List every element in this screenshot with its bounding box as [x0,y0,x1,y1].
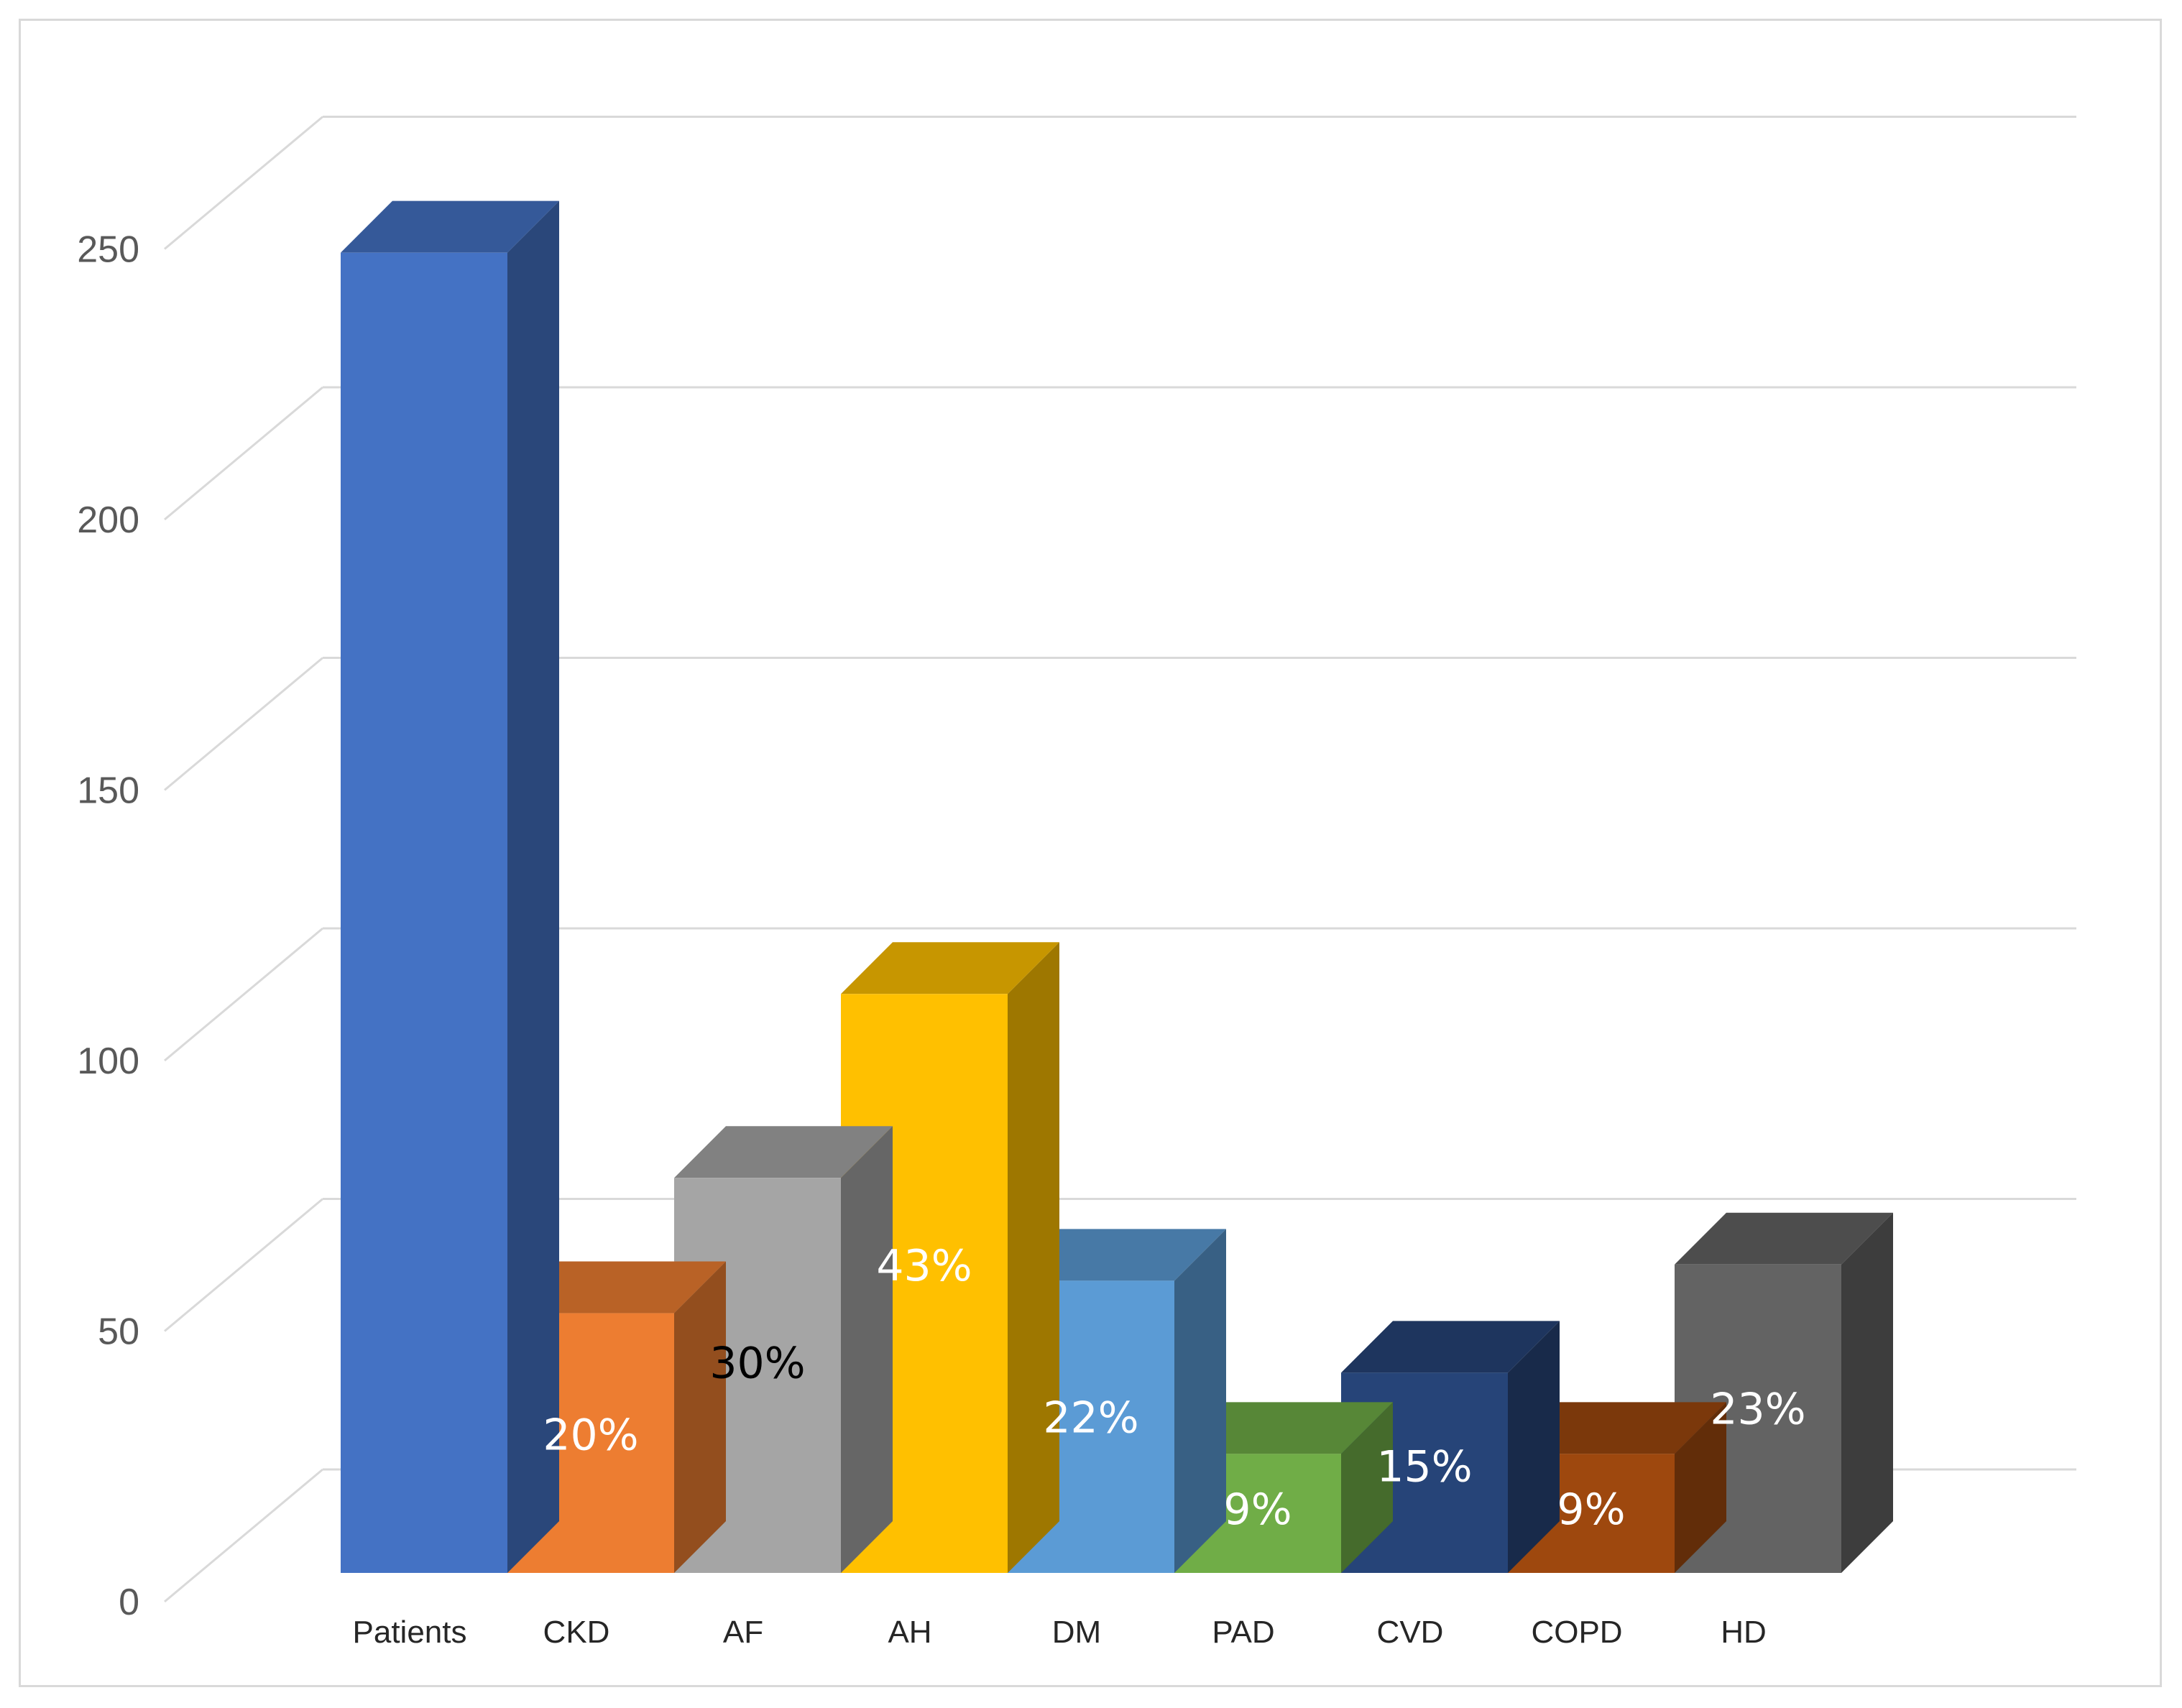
data-label: 22% [1043,1393,1138,1443]
bar-top-face [1341,1321,1560,1373]
bar-top-face [507,1261,726,1314]
bar-top-face [1008,1229,1226,1281]
bar-top-face [841,942,1059,994]
category-label: AF [723,1615,763,1650]
gridline-diagonal [164,1468,323,1603]
bar-side-face [841,1126,893,1573]
gridline-diagonal [164,1198,323,1332]
category-label: AH [888,1615,931,1650]
bar-side-face [1174,1229,1226,1573]
y-tick-label: 250 [77,229,139,271]
bar-front-face [341,252,507,1574]
category-axis: 20% 30% 43% 22% 9% 15% 9% 23% Patients CKD AF AH DM P… [353,1241,1806,1650]
bar-patients [341,200,559,1574]
bar-side-face [674,1261,726,1573]
bar-top-face [1508,1402,1726,1454]
bar-top-face [341,200,559,253]
data-label: 23% [1710,1385,1805,1435]
data-label: 20% [543,1410,638,1460]
bar-side-face [1008,942,1059,1573]
category-label: HD [1721,1615,1767,1650]
y-tick-label: 200 [77,499,139,541]
bar-side-face [1841,1212,1893,1573]
bar-chart: 0 50 100 150 200 250 20% 30% 43% 22% 9% 15% 9% 23% Pa… [77,116,2076,1650]
y-tick-label: 150 [77,770,139,812]
y-tick-label: 0 [119,1582,139,1623]
bar-top-face [674,1126,893,1178]
gridline-diagonal [164,657,323,791]
data-label: 30% [709,1339,805,1389]
y-tick-label: 100 [77,1040,139,1082]
category-label: COPD [1531,1615,1622,1650]
category-label: CKD [543,1615,610,1650]
gridline-diagonal [164,116,323,250]
data-label: 15% [1376,1441,1472,1492]
data-label: 43% [876,1241,972,1291]
bar-side-face [1341,1402,1393,1573]
category-label: Patients [353,1615,467,1650]
category-label: CVD [1377,1615,1444,1650]
bar-top-face [1174,1402,1393,1454]
category-label: PAD [1212,1615,1274,1650]
y-tick-label: 50 [98,1311,139,1353]
bar-top-face [1675,1212,1893,1265]
category-label: DM [1052,1615,1101,1650]
y-axis: 0 50 100 150 200 250 [77,229,139,1624]
gridline-diagonal [164,386,323,521]
bar-side-face [507,200,559,1574]
data-label: 9% [1223,1485,1292,1535]
bar-layer [341,200,1893,1574]
gridline-diagonal [164,927,323,1062]
data-label: 9% [1557,1485,1625,1535]
bar-side-face [1508,1321,1560,1573]
bar-side-face [1675,1402,1726,1573]
chart-frame: 0 50 100 150 200 250 20% 30% 43% 22% 9% 15% 9% 23% Pa… [19,19,2162,1687]
